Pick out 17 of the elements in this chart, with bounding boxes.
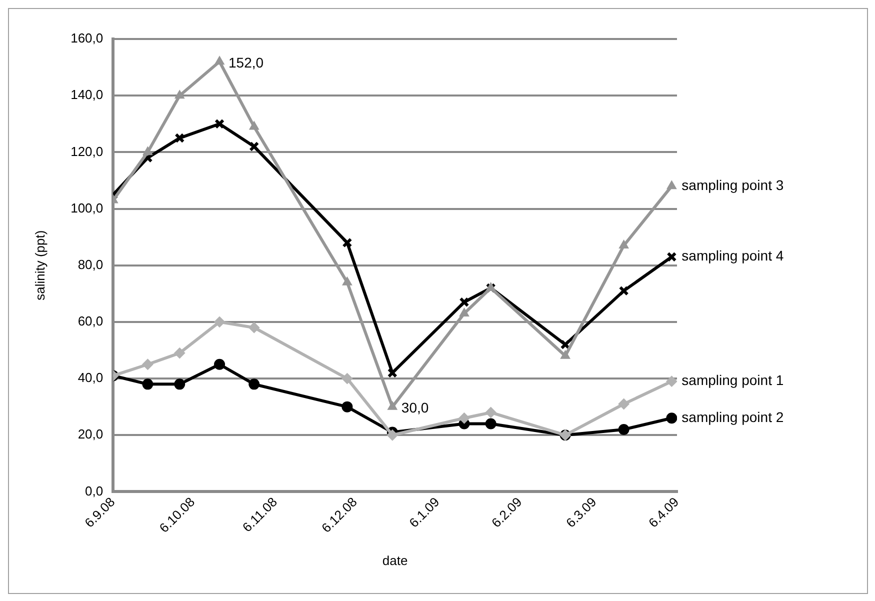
y-tick-label: 140,0 — [70, 87, 104, 102]
series-label: sampling point 3 — [682, 176, 784, 193]
y-tick-label: 0,0 — [85, 483, 104, 498]
y-tick-label: 20,0 — [78, 426, 104, 442]
y-tick-label: 40,0 — [78, 370, 104, 386]
y-tick-label: 80,0 — [78, 256, 104, 272]
y-axis-title: salinity (ppt) — [32, 230, 48, 300]
data-label: 30,0 — [401, 400, 429, 416]
series-label: sampling point 2 — [682, 408, 784, 425]
series-label: sampling point 1 — [682, 372, 784, 388]
data-label: 152,0 — [228, 54, 264, 70]
series-label: sampling point 4 — [682, 248, 784, 264]
x-axis-title: date — [382, 552, 408, 568]
y-tick-label: 60,0 — [78, 314, 104, 329]
y-tick-label: 160,0 — [70, 30, 104, 46]
y-tick-label: 100,0 — [70, 200, 104, 216]
y-tick-label: 120,0 — [70, 144, 104, 159]
